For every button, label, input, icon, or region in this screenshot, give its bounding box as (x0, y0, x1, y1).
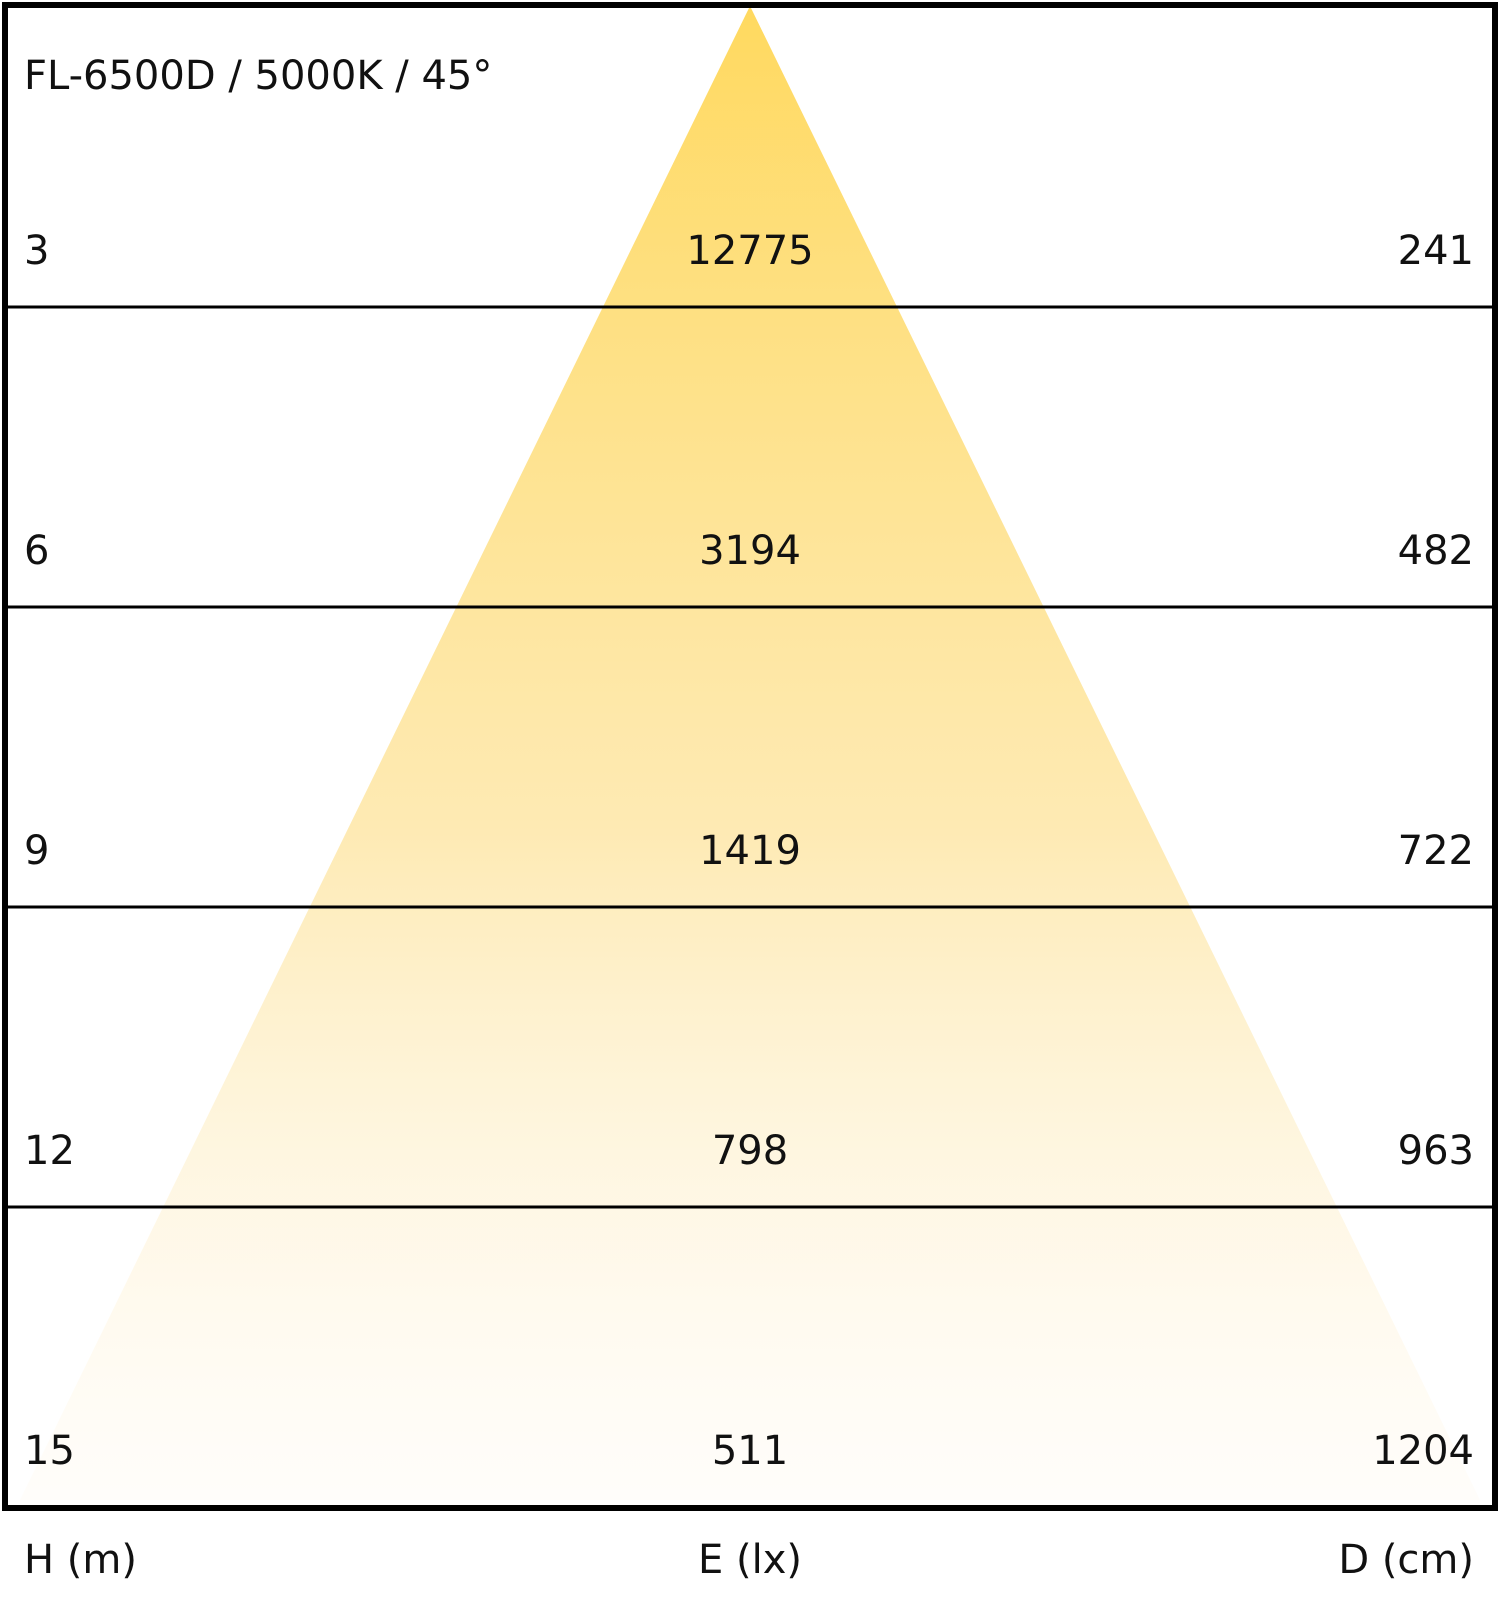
height-value: 3 (24, 228, 49, 274)
frame (2, 2, 1498, 1511)
height-value: 12 (24, 1128, 75, 1174)
diameter-value: 963 (1398, 1128, 1474, 1174)
diameter-value: 722 (1398, 828, 1474, 874)
diameter-value: 482 (1398, 528, 1474, 574)
height-value: 9 (24, 828, 49, 874)
diameter-value: 1204 (1372, 1428, 1474, 1474)
light-beam (20, 6, 1480, 1500)
diameter-value: 241 (1398, 228, 1474, 274)
illuminance-value: 12775 (686, 228, 813, 274)
illuminance-value: 511 (712, 1428, 788, 1474)
footer-diameter: D (cm) (1338, 1537, 1474, 1583)
illuminance-value: 1419 (699, 828, 801, 874)
footer-illuminance: E (lx) (698, 1537, 802, 1583)
illuminance-value: 3194 (699, 528, 801, 574)
height-value: 15 (24, 1428, 75, 1474)
footer-height: H (m) (24, 1537, 137, 1583)
illuminance-value: 798 (712, 1128, 788, 1174)
title: FL-6500D / 5000K / 45° (24, 53, 492, 99)
height-value: 6 (24, 528, 49, 574)
